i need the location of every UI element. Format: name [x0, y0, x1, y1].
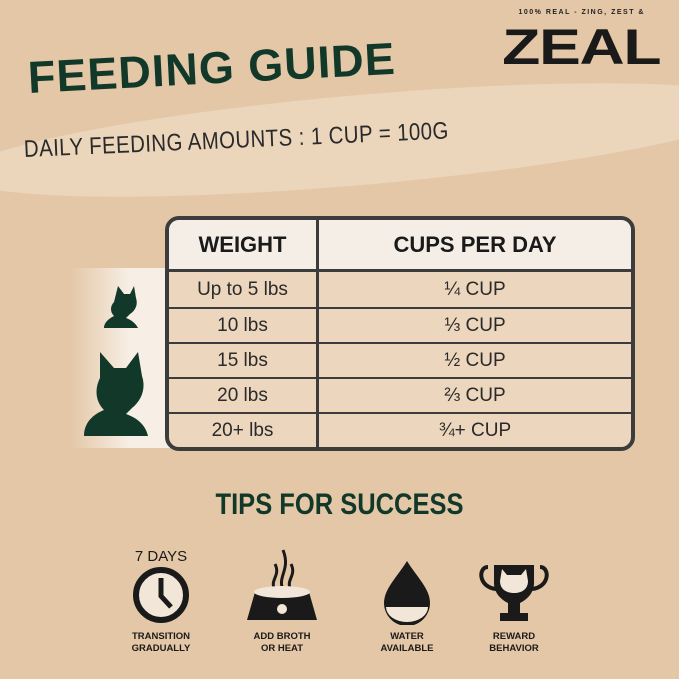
large-cat-icon [84, 352, 148, 436]
tip-water: WATER AVAILABLE [347, 545, 467, 655]
tip-transition: 7 DAYS TRANSITION GRADUALLY [101, 545, 221, 655]
bowl-icon [247, 549, 317, 620]
weight-cell: 20+ lbs [169, 412, 319, 447]
table-row: 15 lbs ½ CUP [169, 342, 631, 377]
small-cat-icon [104, 286, 138, 328]
header-cups: CUPS PER DAY [319, 220, 631, 272]
table-row: 20+ lbs ¾+ CUP [169, 412, 631, 447]
cups-cell: ⅓ CUP [319, 307, 631, 342]
header-weight: WEIGHT [169, 220, 319, 272]
clock-icon: 7 DAYS [133, 548, 189, 623]
trophy-icon [479, 565, 549, 621]
cups-cell: ⅔ CUP [319, 377, 631, 412]
cups-cell: ¾+ CUP [319, 412, 631, 447]
days-badge: 7 DAYS [135, 548, 187, 565]
table-row: 20 lbs ⅔ CUP [169, 377, 631, 412]
brand-wordmark: ZEAL [502, 19, 662, 75]
table-row: Up to 5 lbs ¼ CUP [169, 272, 631, 307]
weight-cell: Up to 5 lbs [169, 272, 319, 307]
water-drop-icon [384, 561, 430, 625]
table-row: 10 lbs ⅓ CUP [169, 307, 631, 342]
brand-tagline: 100% REAL - ZING, ZEST & [518, 9, 645, 16]
tips-heading: TIPS FOR SUCCESS [215, 488, 464, 521]
weight-cell: 15 lbs [169, 342, 319, 377]
page-title: FEEDING GUIDE [26, 32, 397, 103]
weight-cell: 10 lbs [169, 307, 319, 342]
brand-logo: 100% REAL - ZING, ZEST & ZEAL [503, 8, 662, 74]
tip-broth: ADD BROTH OR HEAT [222, 545, 342, 655]
cups-cell: ¼ CUP [444, 278, 506, 300]
feeding-table: WEIGHT CUPS PER DAY Up to 5 lbs ¼ CUP 10 … [165, 216, 635, 451]
tip-reward: REWARD BEHAVIOR [454, 545, 574, 655]
cups-cell: ½ CUP [319, 342, 631, 377]
weight-cell: 20 lbs [169, 377, 319, 412]
